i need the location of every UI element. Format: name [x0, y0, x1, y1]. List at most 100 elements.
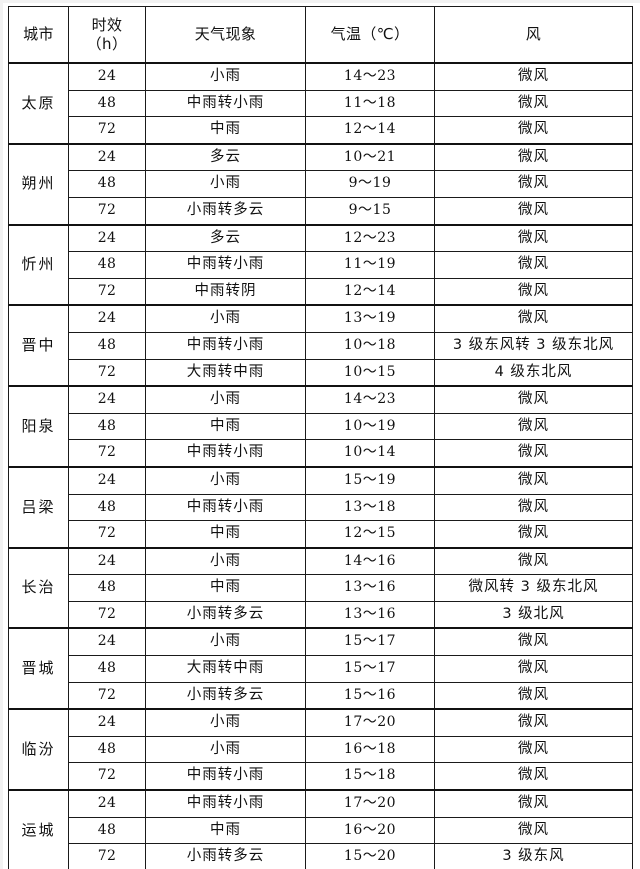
cell-lead-time: 48 [68, 816, 146, 845]
cell-wind: 微风 [434, 681, 633, 710]
cell-lead-time: 48 [68, 89, 146, 118]
cell-wind: 微风 [434, 412, 633, 441]
cell-wind: 微风 [434, 116, 633, 145]
cell-wind: 微风 [434, 277, 633, 306]
weather-forecast-table: 城市 时效 （h） 天气现象 气温（℃） 风 太原 24 小雨 14～23 微风 48 中雨… [8, 6, 633, 869]
cell-temperature: 13～18 [305, 493, 435, 522]
cell-city: 阳泉 [8, 385, 69, 468]
table-row: 48 小雨 16～18 微风 [9, 735, 633, 764]
cell-temperature: 11～19 [305, 251, 435, 279]
cell-wind: 3 级东风 [434, 843, 633, 869]
cell-wind: 微风 [434, 520, 633, 549]
cell-phenomenon: 小雨转多云 [145, 196, 306, 226]
cell-wind: 微风 [434, 223, 633, 253]
cell-temperature: 10～18 [305, 331, 435, 360]
cell-city: 临汾 [8, 708, 69, 791]
cell-temperature: 16～18 [305, 735, 435, 764]
cell-temperature: 15～17 [305, 655, 435, 683]
cell-wind: 微风 [434, 493, 633, 522]
cell-wind: 微风 [434, 170, 633, 198]
cell-phenomenon: 小雨 [145, 735, 306, 764]
cell-wind: 微风 [434, 61, 633, 91]
header-row: 城市 时效 （h） 天气现象 气温（℃） 风 [8, 6, 633, 64]
cell-phenomenon: 中雨 [145, 412, 306, 441]
cell-lead-time: 48 [68, 170, 146, 198]
cell-temperature: 17～20 [305, 708, 435, 737]
cell-phenomenon: 中雨 [145, 520, 306, 549]
cell-lead-time: 72 [68, 843, 146, 869]
table-row: 72 小雨转多云 15～16 微风 [9, 681, 633, 710]
table-row: 晋城 24 小雨 15～17 微风 [8, 627, 633, 710]
table-row: 48 中雨 10～19 微风 [9, 412, 633, 441]
cell-temperature: 9～19 [305, 170, 435, 198]
cell-temperature: 10～21 [305, 142, 435, 172]
cell-lead-time: 72 [68, 600, 146, 629]
cell-phenomenon: 中雨转阴 [145, 277, 306, 306]
cell-city: 朔州 [8, 142, 69, 226]
cell-wind: 微风 [434, 142, 633, 172]
cell-phenomenon: 小雨 [145, 170, 306, 198]
table-row: 48 大雨转中雨 15～17 微风 [9, 655, 633, 683]
cell-lead-time: 72 [68, 277, 146, 306]
cell-city: 长治 [8, 546, 69, 629]
cell-lead-time: 48 [68, 251, 146, 279]
cell-wind: 微风 [434, 708, 633, 737]
column-header-lead-time-label: 时效 [91, 15, 123, 34]
cell-wind: 微风 [434, 465, 633, 495]
cell-lead-time: 48 [68, 493, 146, 522]
table-row: 太原 24 小雨 14～23 微风 [8, 61, 633, 145]
cell-lead-time: 48 [68, 655, 146, 683]
cell-wind: 微风 [434, 762, 633, 791]
cell-temperature: 10～14 [305, 439, 435, 468]
cell-phenomenon: 中雨 [145, 574, 306, 602]
cell-temperature: 14～23 [305, 385, 435, 414]
cell-temperature: 10～19 [305, 412, 435, 441]
cell-wind: 微风 [434, 304, 633, 333]
cell-temperature: 12～23 [305, 223, 435, 253]
table-row: 72 中雨转小雨 10～14 微风 [9, 439, 633, 468]
cell-lead-time: 24 [68, 546, 146, 576]
cell-temperature: 12～14 [305, 116, 435, 145]
column-header-wind-label: 风 [525, 25, 542, 43]
table-row: 临汾 24 小雨 17～20 微风 [8, 708, 633, 791]
cell-wind: 4 级东北风 [434, 358, 633, 387]
cell-wind: 微风 [434, 627, 633, 657]
table-row: 运城 24 中雨转小雨 17～20 微风 [8, 789, 633, 869]
cell-wind: 微风 [434, 251, 633, 279]
column-header-temperature-label: 气温（℃） [330, 25, 410, 43]
cell-phenomenon: 小雨 [145, 546, 306, 576]
table-row: 72 大雨转中雨 10～15 4 级东北风 [9, 358, 633, 387]
cell-city: 忻州 [8, 223, 69, 306]
cell-phenomenon: 大雨转中雨 [145, 358, 306, 387]
column-header-wind: 风 [434, 6, 633, 64]
cell-temperature: 11～18 [305, 89, 435, 118]
cell-temperature: 13～16 [305, 574, 435, 602]
cell-phenomenon: 中雨转小雨 [145, 439, 306, 468]
table-row: 忻州 24 多云 12～23 微风 [8, 223, 633, 306]
cell-phenomenon: 小雨 [145, 304, 306, 333]
cell-temperature: 12～15 [305, 520, 435, 549]
table-row: 长治 24 小雨 14～16 微风 [8, 546, 633, 629]
column-header-city: 城市 [8, 6, 69, 64]
cell-phenomenon: 中雨 [145, 116, 306, 145]
cell-phenomenon: 多云 [145, 223, 306, 253]
cell-lead-time: 72 [68, 196, 146, 226]
cell-phenomenon: 小雨转多云 [145, 843, 306, 869]
cell-lead-time: 24 [68, 142, 146, 172]
cell-temperature: 13～16 [305, 600, 435, 629]
cell-temperature: 14～16 [305, 546, 435, 576]
cell-lead-time: 72 [68, 439, 146, 468]
table-row: 72 中雨转阴 12～14 微风 [9, 277, 633, 306]
cell-phenomenon: 多云 [145, 142, 306, 172]
cell-city: 晋城 [8, 627, 69, 710]
cell-phenomenon: 中雨转小雨 [145, 493, 306, 522]
cell-lead-time: 72 [68, 116, 146, 145]
column-header-city-label: 城市 [23, 25, 54, 43]
table-row: 吕梁 24 小雨 15～19 微风 [8, 465, 633, 549]
cell-phenomenon: 中雨转小雨 [145, 762, 306, 791]
cell-city: 运城 [8, 789, 69, 869]
table-row: 48 中雨 16～20 微风 [9, 816, 633, 845]
table-row: 72 中雨 12～15 微风 [9, 520, 633, 549]
cell-phenomenon: 中雨 [145, 816, 306, 845]
cell-city: 晋中 [8, 304, 69, 387]
